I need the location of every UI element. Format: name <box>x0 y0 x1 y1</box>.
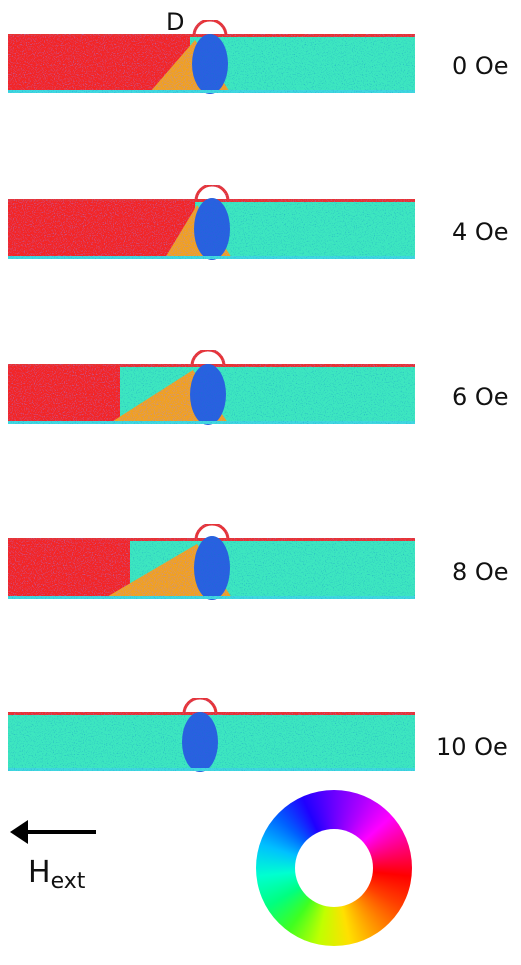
strip-bottom-edge <box>8 256 415 259</box>
red-domain <box>8 366 120 423</box>
field-value-label: 4 Oe <box>452 218 509 246</box>
figure: 0 Oe 4 Oe 6 Oe 8 Oe 10 Oe D Hext <box>0 0 521 965</box>
domain-marker: D <box>166 8 184 36</box>
simulation-panel <box>8 698 415 772</box>
simulation-panel <box>8 524 415 600</box>
simulation-panel <box>8 185 415 260</box>
bump-cap <box>184 698 216 714</box>
field-subscript: ext <box>51 869 86 894</box>
strip-bottom-edge <box>8 90 415 93</box>
figure-svg: 0 Oe 4 Oe 6 Oe 8 Oe 10 Oe D Hext <box>0 0 521 965</box>
bump-cap <box>194 20 226 36</box>
simulation-panel <box>8 350 415 425</box>
field-value-label: 10 Oe <box>436 733 508 761</box>
field-value-label: 8 Oe <box>452 558 509 586</box>
field-label: Hext <box>28 855 86 894</box>
red-domain <box>8 540 130 598</box>
strip-bottom-edge <box>8 596 415 599</box>
arrow-head <box>10 820 28 844</box>
vortex-bump <box>194 536 230 600</box>
vortex-bump <box>182 712 218 772</box>
panels: 0 Oe 4 Oe 6 Oe 8 Oe 10 Oe <box>8 20 509 772</box>
strip-bottom-edge <box>8 768 415 771</box>
simulation-panel <box>8 20 415 94</box>
strip-top-edge <box>8 712 415 715</box>
color-wheel-hole <box>295 829 373 907</box>
bump-cap <box>192 350 224 366</box>
strip-bottom-edge <box>8 421 415 424</box>
vortex-bump <box>194 198 230 260</box>
color-wheel <box>256 790 412 946</box>
field-value-label: 0 Oe <box>452 52 509 80</box>
vortex-bump <box>192 34 228 94</box>
red-domain <box>8 201 195 258</box>
field-value-label: 6 Oe <box>452 383 509 411</box>
vortex-bump <box>190 364 226 425</box>
field-symbol: H <box>28 855 51 890</box>
